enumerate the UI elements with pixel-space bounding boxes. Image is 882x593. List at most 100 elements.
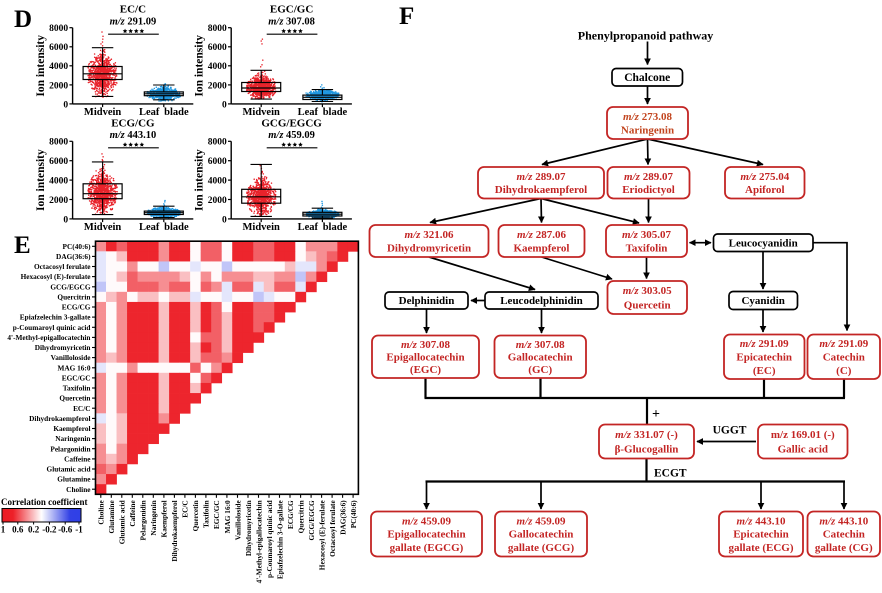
svg-text:m/z 321.06: m/z 321.06 [405,229,454,241]
svg-text:Epigallocatechin: Epigallocatechin [386,352,464,364]
svg-text:Vanilloloside: Vanilloloside [233,500,242,541]
svg-text:0: 0 [63,100,68,110]
svg-text:Midvein: Midvein [84,107,121,118]
svg-text:m/z 303.05: m/z 303.05 [623,285,672,297]
svg-text:Quercetin: Quercetin [59,394,90,403]
svg-text:Dihydrokaempferol: Dihydrokaempferol [29,414,90,423]
svg-text:m/z 459.09: m/z 459.09 [517,515,566,527]
svg-text:​m/z 169.01 (-): ​m/z 169.01 (-) [771,429,835,441]
svg-text:β-Glucogallin: β-Glucogallin [615,444,679,456]
svg-text:Naringenin: Naringenin [55,434,90,443]
svg-text:Epicatechin: Epicatechin [736,352,792,364]
svg-text:4000: 4000 [208,62,227,72]
svg-text:m/z 273.08: m/z 273.08 [623,111,672,123]
svg-text:8000: 8000 [208,138,227,148]
svg-text:Glutamine: Glutamine [57,475,91,484]
svg-text:Taxifolin: Taxifolin [202,500,211,528]
svg-text:4000: 4000 [208,177,227,187]
svg-text:Apiforol: Apiforol [745,184,785,196]
svg-text:2000: 2000 [208,81,227,91]
svg-text:p-Coumaroyl quinic acid: p-Coumaroyl quinic acid [265,500,274,578]
svg-text:Naringenin: Naringenin [149,500,158,535]
svg-text:Dihydromyricetin: Dihydromyricetin [387,243,471,255]
svg-text:Quercitrin: Quercitrin [57,293,90,302]
svg-text:(EGC): (EGC) [410,364,442,376]
svg-text:Gallocatechin: Gallocatechin [509,529,574,541]
svg-text:6000: 6000 [49,43,68,53]
svg-text:Quercetin: Quercetin [624,299,671,311]
svg-text:Kaempferol: Kaempferol [513,243,569,255]
svg-text:0: 0 [222,215,227,225]
svg-text:Pelargonidin: Pelargonidin [139,500,148,540]
svg-text:m/z 307.08: m/z 307.08 [516,339,565,351]
svg-text:Dihydrokaempferol: Dihydrokaempferol [495,184,588,196]
svg-text:Vanilloloside: Vanilloloside [51,353,92,362]
svg-text:Leaf blade: Leaf blade [139,222,189,233]
svg-text:p-Coumaroyl quinic acid: p-Coumaroyl quinic acid [13,323,91,332]
svg-text:Dihydromyricetin: Dihydromyricetin [35,343,91,352]
svg-text:F: F [399,3,414,30]
svg-text:m/z 289.07: m/z 289.07 [624,171,673,183]
svg-text:m/z 291.09: m/z 291.09 [110,16,157,27]
svg-text:EC/C: EC/C [120,4,146,16]
svg-text:D: D [14,6,32,33]
svg-text:0.2: 0.2 [28,525,40,535]
svg-text:Choline: Choline [66,485,91,494]
svg-text:ECG/CG: ECG/CG [62,303,91,312]
svg-text:GCG/EGCG: GCG/EGCG [261,117,322,129]
svg-text:2000: 2000 [49,81,68,91]
svg-text:Catechin: Catechin [823,352,865,364]
svg-text:MAG 16:0: MAG 16:0 [57,363,90,372]
svg-text:gallate (EGCG): gallate (EGCG) [390,542,464,554]
svg-text:E: E [14,232,31,259]
svg-text:ECG/CG: ECG/CG [111,117,155,129]
svg-text:0.6: 0.6 [12,525,24,535]
svg-text:8000: 8000 [208,24,227,34]
svg-text:2000: 2000 [49,196,68,206]
svg-text:0: 0 [222,100,227,110]
svg-text:m/z 289.07: m/z 289.07 [517,171,566,183]
svg-text:Glutamine: Glutamine [107,500,116,534]
svg-text:m/z 287.06: m/z 287.06 [517,229,566,241]
svg-text:(EC): (EC) [753,365,776,377]
svg-text:+: + [652,407,660,422]
svg-text:Octacosyl ferulate: Octacosyl ferulate [328,500,337,557]
svg-text:ECGT: ECGT [654,468,687,480]
svg-text:Gallocatechin: Gallocatechin [508,352,573,364]
svg-text:Cyanidin: Cyanidin [741,295,784,307]
svg-text:gallate (CG): gallate (CG) [815,542,873,554]
svg-text:gallate (GCG): gallate (GCG) [508,542,575,554]
svg-text:8000: 8000 [49,24,68,34]
svg-text:0: 0 [63,215,68,225]
svg-text:Naringenin: Naringenin [621,125,674,137]
svg-text:Octacosyl ferulate: Octacosyl ferulate [34,262,91,271]
svg-text:Caffeine: Caffeine [128,500,137,527]
svg-text:4'-Methyl-epigallocatechin: 4'-Methyl-epigallocatechin [7,333,90,342]
svg-text:8000: 8000 [49,138,68,148]
svg-text:6000: 6000 [208,43,227,53]
svg-text:6000: 6000 [49,157,68,167]
svg-text:Ion intensity: Ion intensity [35,149,47,211]
svg-text:m/z 307.08: m/z 307.08 [268,16,315,27]
svg-text:PC(40:6): PC(40:6) [63,242,92,251]
svg-text:Dihydromyricetin: Dihydromyricetin [244,500,253,556]
svg-text:Ion intensity: Ion intensity [35,35,47,97]
svg-text:m/z 291.09: m/z 291.09 [819,338,868,350]
svg-text:m/z 459.09: m/z 459.09 [402,515,451,527]
svg-text:EGC/GC: EGC/GC [62,374,91,383]
svg-text:GCG/EGCG: GCG/EGCG [307,500,316,540]
svg-text:Hexacosyl (E)-ferulate: Hexacosyl (E)-ferulate [21,272,92,281]
svg-text:DAG(36:6): DAG(36:6) [56,252,91,261]
svg-text:Ion intensity: Ion intensity [194,149,206,211]
svg-text:m/z 443.10: m/z 443.10 [819,515,868,527]
svg-text:ECG/CG: ECG/CG [286,500,295,529]
svg-text:Midvein: Midvein [84,222,121,233]
svg-text:-1: -1 [75,525,83,535]
svg-text:GCG/EGCG: GCG/EGCG [50,282,90,291]
svg-text:m/z 459.09: m/z 459.09 [268,130,315,141]
svg-text:6000: 6000 [208,157,227,167]
svg-text:-0.2: -0.2 [42,525,57,535]
svg-text:Epiafzelechin 3-gallate: Epiafzelechin 3-gallate [20,313,91,322]
svg-text:4000: 4000 [49,177,68,187]
svg-text:Taxifolin: Taxifolin [63,384,91,393]
